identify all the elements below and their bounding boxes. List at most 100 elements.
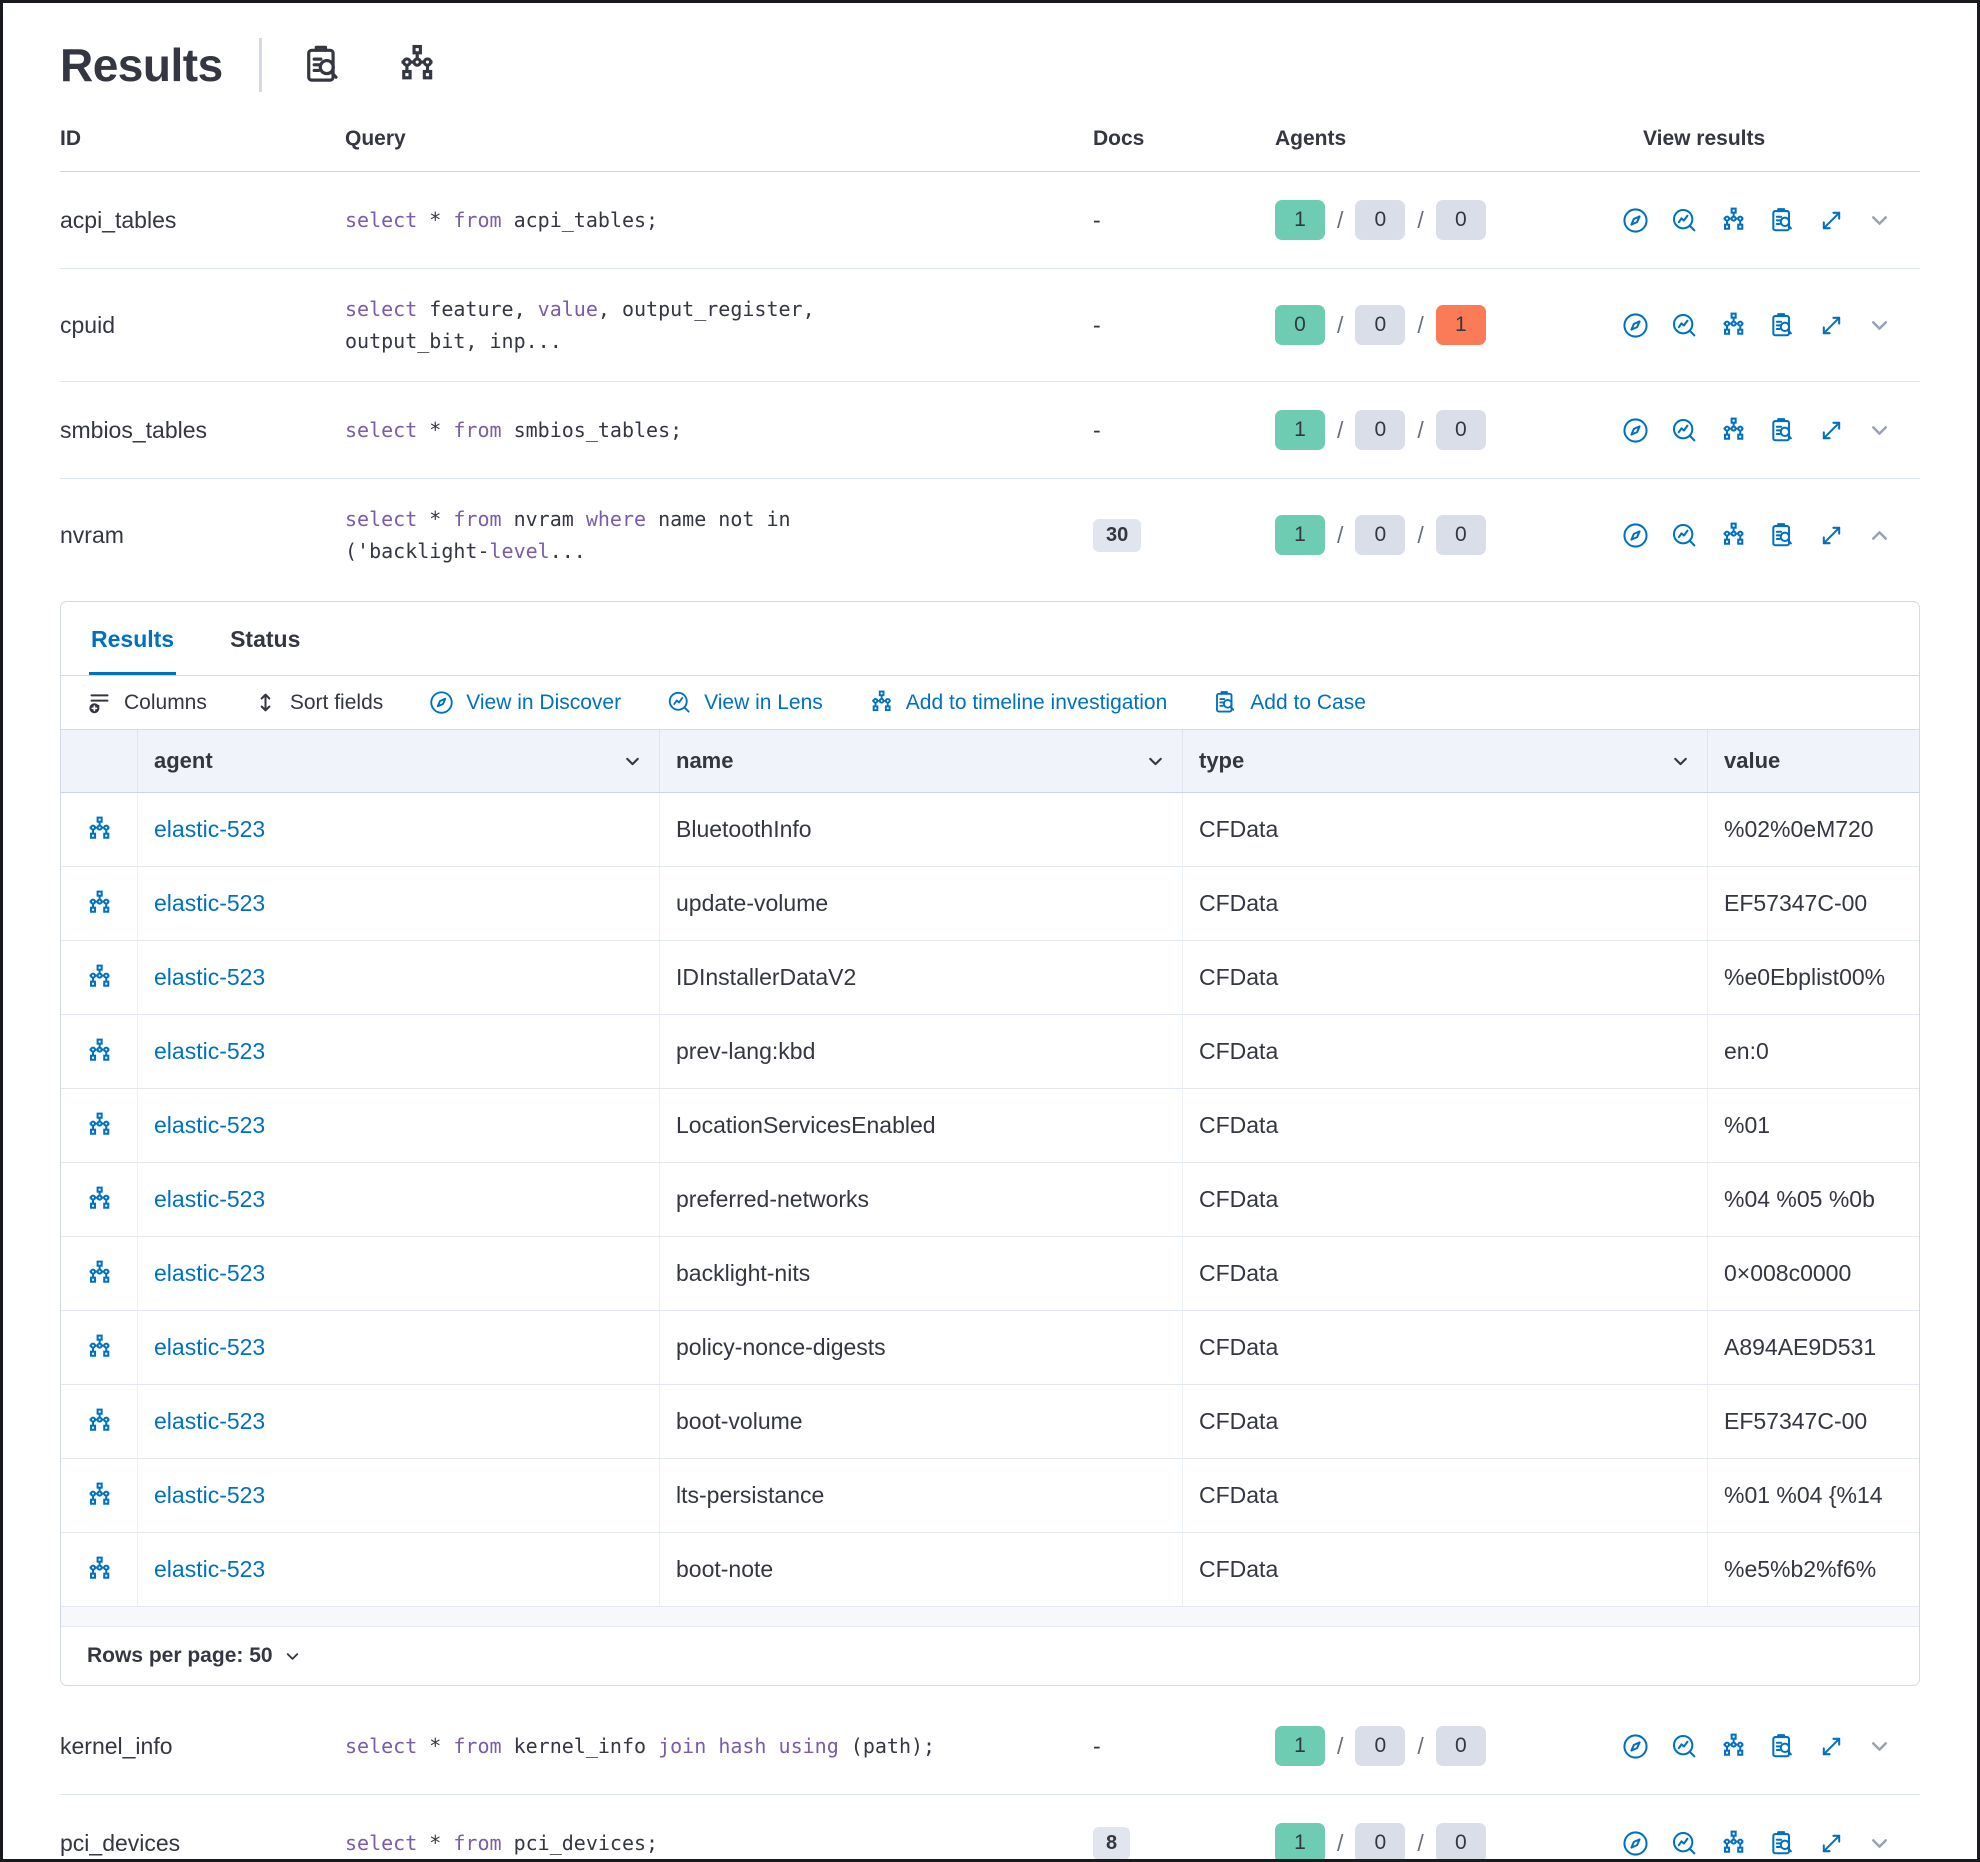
add-to-timeline-cell[interactable] (61, 1533, 138, 1606)
add-to-timeline-cell[interactable] (61, 1015, 138, 1088)
toolbar-view-in-lens[interactable]: View in Lens (667, 690, 823, 715)
timeline-icon[interactable] (86, 1482, 113, 1509)
result-row: elastic-523 preferred-networks CFData %0… (61, 1163, 1919, 1237)
add-to-timeline-cell[interactable] (61, 1237, 138, 1310)
timeline-icon[interactable] (1720, 1733, 1747, 1760)
case-icon[interactable] (1769, 522, 1796, 549)
add-to-timeline-cell[interactable] (61, 867, 138, 940)
result-name: BluetoothInfo (660, 793, 1183, 866)
timeline-icon[interactable] (86, 1260, 113, 1287)
expand-row-chevron-icon[interactable] (1867, 1831, 1892, 1856)
case-icon[interactable] (1769, 1733, 1796, 1760)
toolbar-columns[interactable]: Columns (87, 690, 207, 715)
agent-link[interactable]: elastic-523 (154, 1334, 266, 1360)
timeline-icon[interactable] (1720, 1830, 1747, 1857)
discover-icon[interactable] (1622, 207, 1649, 234)
add-to-timeline-cell[interactable] (61, 1163, 138, 1236)
timeline-icon[interactable] (86, 1556, 113, 1583)
expand-icon[interactable] (1818, 1830, 1845, 1857)
grid-column-header-agent[interactable]: agent (138, 730, 660, 792)
expand-icon[interactable] (1818, 207, 1845, 234)
toolbar-sort-fields[interactable]: Sort fields (253, 690, 383, 715)
grid-column-header-value[interactable]: value (1708, 730, 1919, 792)
expand-row-chevron-icon[interactable] (1867, 208, 1892, 233)
agent-count-badge-default: 0 (1355, 410, 1406, 450)
expand-row-chevron-icon[interactable] (1867, 1734, 1892, 1759)
expand-icon[interactable] (1818, 417, 1845, 444)
timeline-icon[interactable] (86, 890, 113, 917)
agent-link[interactable]: elastic-523 (154, 964, 266, 990)
add-to-timeline-cell[interactable] (61, 1089, 138, 1162)
agent-link[interactable]: elastic-523 (154, 816, 266, 842)
lens-icon[interactable] (1671, 1830, 1698, 1857)
discover-icon[interactable] (1622, 417, 1649, 444)
expand-icon[interactable] (1818, 312, 1845, 339)
timeline-icon[interactable] (86, 1112, 113, 1139)
agent-link[interactable]: elastic-523 (154, 1556, 266, 1582)
timeline-icon[interactable] (1720, 207, 1747, 234)
timeline-icon[interactable] (1720, 522, 1747, 549)
expand-icon[interactable] (1818, 522, 1845, 549)
view-results-cell (1643, 522, 1920, 549)
agent-link[interactable]: elastic-523 (154, 1038, 266, 1064)
add-to-timeline-cell[interactable] (61, 793, 138, 866)
agent-link[interactable]: elastic-523 (154, 1408, 266, 1434)
lens-icon[interactable] (1671, 417, 1698, 444)
timeline-icon[interactable] (86, 1038, 113, 1065)
grid-column-header-type[interactable]: type (1183, 730, 1708, 792)
column-actions-chevron-icon[interactable] (1145, 751, 1166, 772)
timeline-icon[interactable] (86, 1334, 113, 1361)
inspect-icon-button[interactable] (302, 44, 344, 86)
expand-icon[interactable] (1818, 1733, 1845, 1760)
docs-cell: - (1093, 1732, 1101, 1759)
add-to-timeline-cell[interactable] (61, 941, 138, 1014)
tab-status[interactable]: Status (230, 626, 301, 652)
rows-per-page-label: Rows per page: 50 (87, 1644, 273, 1667)
lens-icon[interactable] (1671, 312, 1698, 339)
timeline-icon[interactable] (86, 964, 113, 991)
toolbar-add-to-case[interactable]: Add to Case (1213, 690, 1366, 715)
expand-row-chevron-icon[interactable] (1867, 418, 1892, 443)
discover-icon[interactable] (1622, 1733, 1649, 1760)
tab-results[interactable]: Results (89, 602, 177, 675)
timeline-icon-button[interactable] (396, 44, 438, 86)
lens-icon[interactable] (1671, 1733, 1698, 1760)
grid-column-header-name[interactable]: name (660, 730, 1183, 792)
toolbar-view-in-discover[interactable]: View in Discover (429, 690, 621, 715)
agent-link[interactable]: elastic-523 (154, 1260, 266, 1286)
timeline-icon[interactable] (86, 1408, 113, 1435)
agent-link[interactable]: elastic-523 (154, 1112, 266, 1138)
timeline-icon[interactable] (1720, 312, 1747, 339)
column-actions-chevron-icon[interactable] (1670, 751, 1691, 772)
toolbar-add-to-timeline-investigation[interactable]: Add to timeline investigation (869, 690, 1167, 715)
discover-icon[interactable] (1622, 522, 1649, 549)
timeline-icon[interactable] (1720, 417, 1747, 444)
agent-count-badge-default: 0 (1355, 305, 1406, 345)
case-icon[interactable] (1769, 417, 1796, 444)
column-header-view-results: View results (1643, 127, 1766, 150)
result-row: elastic-523 BluetoothInfo CFData %02%0eM… (61, 793, 1919, 867)
agent-link[interactable]: elastic-523 (154, 890, 266, 916)
case-icon[interactable] (1769, 1830, 1796, 1857)
query-table-row: cpuid select feature, value, output_regi… (60, 269, 1920, 382)
add-to-timeline-cell[interactable] (61, 1311, 138, 1384)
rows-per-page-button[interactable]: Rows per page: 50 (61, 1627, 1919, 1685)
column-actions-chevron-icon[interactable] (622, 751, 643, 772)
collapse-row-chevron-icon[interactable] (1867, 523, 1892, 548)
discover-icon[interactable] (1622, 312, 1649, 339)
timeline-icon[interactable] (86, 816, 113, 843)
agent-link[interactable]: elastic-523 (154, 1186, 266, 1212)
expand-row-chevron-icon[interactable] (1867, 313, 1892, 338)
case-icon[interactable] (1769, 312, 1796, 339)
case-icon[interactable] (1769, 207, 1796, 234)
lens-icon[interactable] (1671, 207, 1698, 234)
add-to-timeline-cell[interactable] (61, 1385, 138, 1458)
agent-link[interactable]: elastic-523 (154, 1482, 266, 1508)
column-header-docs: Docs (1093, 127, 1145, 150)
timeline-icon[interactable] (86, 1186, 113, 1213)
add-to-timeline-cell[interactable] (61, 1459, 138, 1532)
lens-icon[interactable] (1671, 522, 1698, 549)
discover-icon[interactable] (1622, 1830, 1649, 1857)
result-name: policy-nonce-digests (660, 1311, 1183, 1384)
